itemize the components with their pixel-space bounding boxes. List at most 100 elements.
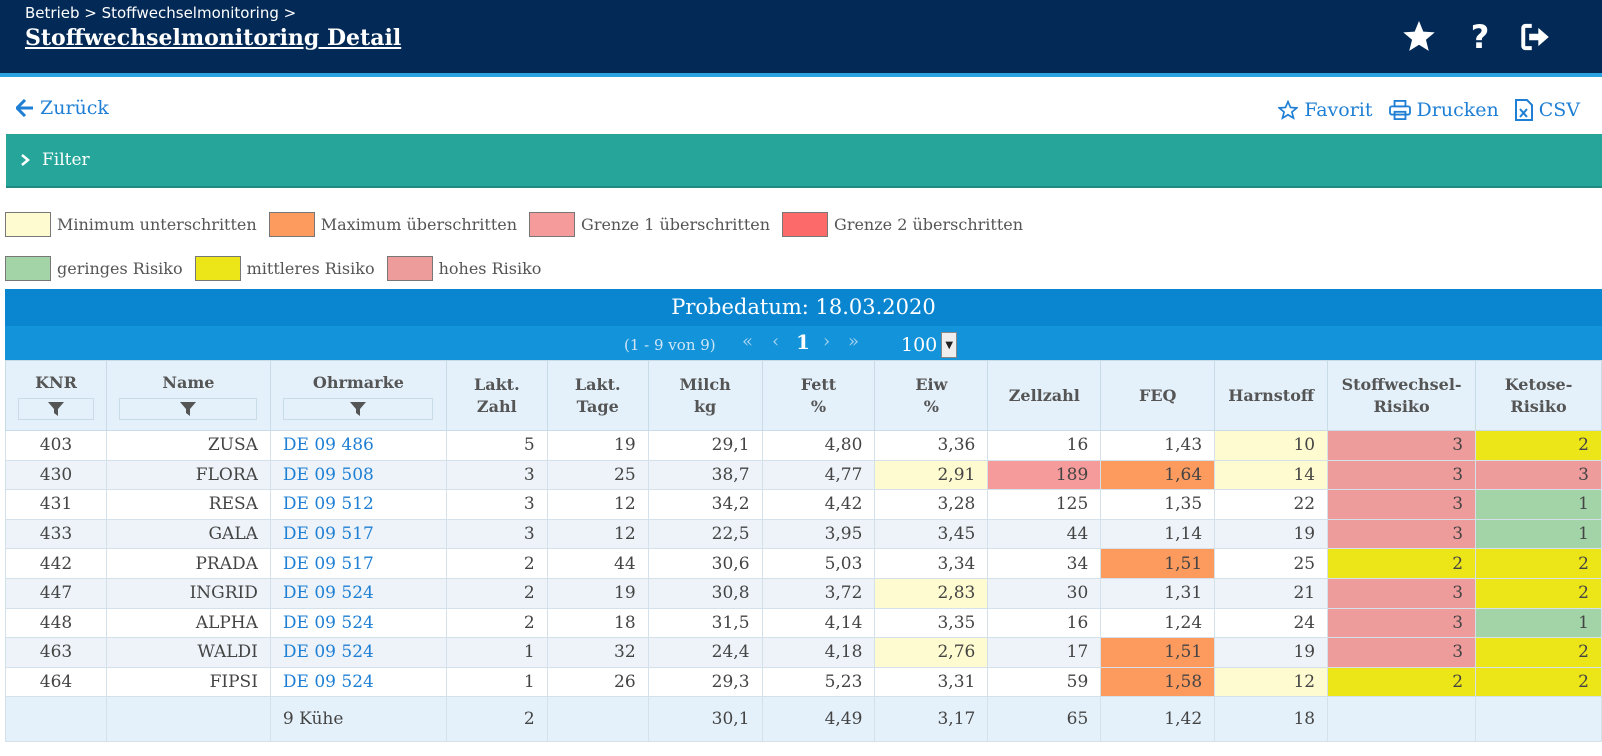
table-row[interactable]: 447 INGRID DE 09 524 2 19 30,8 3,72 2,83… [5, 577, 1602, 609]
column-label: Stoffwechsel- [1341, 374, 1462, 394]
table-header-row: KNR Name Ohrmarke Lakt. Zahl Lakt. Tage Mi… [5, 360, 1602, 431]
filter-funnel-icon[interactable] [17, 397, 94, 420]
cell-harnstoff: 24 [1214, 607, 1329, 639]
back-link[interactable]: Zurück [16, 97, 109, 119]
current-page[interactable]: 1 [796, 330, 810, 354]
table-row[interactable]: 464 FIPSI DE 09 524 1 26 29,3 5,23 3,31 … [5, 666, 1602, 698]
cell-harnstoff: 10 [1214, 430, 1329, 461]
dropdown-arrow-icon[interactable]: ▼ [941, 332, 958, 358]
cell-ohrmarke-link[interactable]: DE 09 517 [269, 518, 447, 550]
cell-zellzahl: 125 [987, 489, 1102, 520]
column-header-ketose-risiko[interactable]: Ketose- Risiko [1475, 360, 1602, 431]
page-size-value: 100 [901, 334, 938, 356]
cell-fett: 3,95 [761, 518, 876, 550]
cell-ohrmarke-link[interactable]: DE 09 524 [269, 637, 447, 668]
summary-lakt-zahl: 2 [445, 696, 548, 743]
column-label: Name [162, 372, 215, 392]
column-header-lakt-tage[interactable]: Lakt. Tage [546, 360, 649, 431]
summary-feq: 1,42 [1100, 696, 1216, 743]
column-header-milch[interactable]: Milch kg [647, 360, 763, 431]
cell-ohrmarke-link[interactable]: DE 09 486 [269, 430, 447, 461]
logout-icon[interactable] [1518, 18, 1556, 56]
column-header-knr[interactable]: KNR [5, 360, 107, 431]
cell-ketose: 2 [1475, 666, 1602, 698]
star-icon[interactable] [1400, 18, 1438, 56]
cell-ohrmarke-link[interactable]: DE 09 524 [269, 607, 447, 639]
column-label: Zellzahl [1008, 385, 1080, 405]
column-header-feq[interactable]: FEQ [1100, 360, 1216, 431]
filter-toggle[interactable]: Filter [6, 134, 1602, 188]
column-header-eiw[interactable]: Eiw% [874, 360, 989, 431]
legend-label: Maximum überschritten [320, 215, 518, 234]
column-label: Ketose- [1504, 374, 1573, 394]
data-table: KNR Name Ohrmarke Lakt. Zahl Lakt. Tage Mi… [5, 360, 1602, 743]
next-page-icon[interactable]: › [823, 331, 831, 352]
filter-funnel-icon[interactable] [119, 397, 258, 420]
help-icon[interactable]: ? [1470, 18, 1490, 56]
cell-ketose: 2 [1475, 637, 1602, 668]
cell-zellzahl: 17 [987, 637, 1102, 668]
filter-label: Filter [42, 150, 90, 170]
column-header-stoffwechsel-risiko[interactable]: Stoffwechsel- Risiko [1327, 360, 1477, 431]
cell-knr: 403 [5, 430, 107, 461]
cell-lakt-zahl: 2 [445, 548, 548, 579]
table-row[interactable]: 403 ZUSA DE 09 486 5 19 29,1 4,80 3,36 1… [5, 430, 1602, 461]
cell-ohrmarke-link[interactable]: DE 09 524 [269, 666, 447, 698]
cell-sw-risiko: 2 [1327, 666, 1477, 698]
filter-funnel-icon[interactable] [283, 397, 434, 420]
cell-feq: 1,43 [1100, 430, 1216, 461]
print-label: Drucken [1416, 99, 1499, 121]
table-row[interactable]: 442 PRADA DE 09 517 2 44 30,6 5,03 3,34 … [5, 548, 1602, 579]
cell-sw-risiko: 3 [1327, 518, 1477, 550]
pagination-bar: (1 - 9 von 9) « ‹ 1 › » 100 ▼ [5, 326, 1602, 360]
back-label: Zurück [40, 97, 109, 119]
column-header-zellzahl[interactable]: Zellzahl [987, 360, 1102, 431]
cell-ohrmarke-link[interactable]: DE 09 512 [269, 489, 447, 520]
printer-icon [1388, 100, 1411, 120]
column-header-name[interactable]: Name [105, 360, 271, 431]
column-label: Risiko [1510, 396, 1567, 416]
cell-feq: 1,24 [1100, 607, 1216, 639]
csv-button[interactable]: CSV [1514, 99, 1580, 121]
cell-sw-risiko: 3 [1327, 489, 1477, 520]
legend-swatch [386, 256, 433, 281]
table-row[interactable]: 433 GALA DE 09 517 3 12 22,5 3,95 3,45 4… [5, 518, 1602, 550]
cell-ohrmarke-link[interactable]: DE 09 524 [269, 577, 447, 609]
cell-milch: 29,1 [647, 430, 763, 461]
cell-ketose: 3 [1475, 459, 1602, 491]
column-header-fett[interactable]: Fett% [761, 360, 876, 431]
prev-page-icon[interactable]: ‹ [772, 331, 780, 352]
cell-fett: 3,72 [761, 577, 876, 609]
first-page-icon[interactable]: « [742, 331, 754, 352]
page-title: Stoffwechselmonitoring Detail [25, 25, 402, 51]
column-header-lakt-zahl[interactable]: Lakt. Zahl [445, 360, 548, 431]
table-row[interactable]: 431 RESA DE 09 512 3 12 34,2 4,42 3,28 1… [5, 489, 1602, 520]
cell-fett: 4,18 [761, 637, 876, 668]
cell-eiw: 3,34 [874, 548, 989, 579]
cell-knr: 448 [5, 607, 107, 639]
table-row[interactable]: 430 FLORA DE 09 508 3 25 38,7 4,77 2,91 … [5, 459, 1602, 491]
page-size-select[interactable]: 100 ▼ [901, 332, 958, 358]
cell-ohrmarke-link[interactable]: DE 09 517 [269, 548, 447, 579]
table-summary-row: 9 Kühe 2 30,1 4,49 3,17 65 1,42 18 [5, 696, 1602, 743]
cell-name: FIPSI [105, 666, 271, 698]
print-button[interactable]: Drucken [1388, 99, 1499, 121]
column-header-harnstoff[interactable]: Harnstoff [1214, 360, 1329, 431]
arrow-left-icon [16, 99, 33, 117]
cell-milch: 30,6 [647, 548, 763, 579]
breadcrumb[interactable]: Betrieb > Stoffwechselmonitoring > [25, 4, 297, 22]
favorite-button[interactable]: Favorit [1278, 99, 1373, 121]
cell-name: INGRID [105, 577, 271, 609]
column-label: Tage [576, 396, 619, 416]
cell-name: ALPHA [105, 607, 271, 639]
last-page-icon[interactable]: » [848, 331, 860, 352]
cell-eiw: 3,45 [874, 518, 989, 550]
file-excel-icon [1514, 99, 1533, 121]
cell-ohrmarke-link[interactable]: DE 09 508 [269, 459, 447, 491]
cell-zellzahl: 34 [987, 548, 1102, 579]
cell-lakt-tage: 18 [546, 607, 649, 639]
column-header-ohrmarke[interactable]: Ohrmarke [269, 360, 447, 431]
table-row[interactable]: 463 WALDI DE 09 524 1 32 24,4 4,18 2,76 … [5, 637, 1602, 668]
cell-lakt-tage: 19 [546, 577, 649, 609]
table-row[interactable]: 448 ALPHA DE 09 524 2 18 31,5 4,14 3,35 … [5, 607, 1602, 639]
